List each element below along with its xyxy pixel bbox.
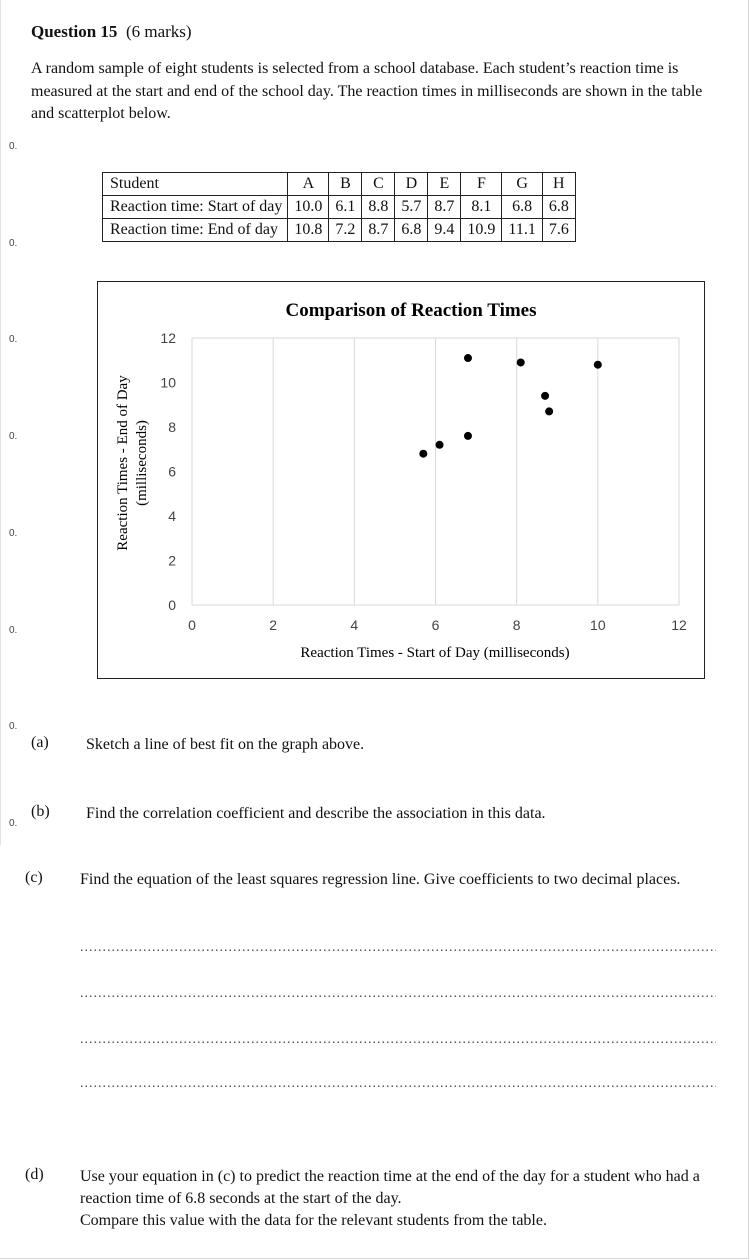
student-header: B: [328, 172, 363, 196]
data-point: [593, 360, 602, 369]
table-cell: 11.1: [501, 218, 543, 242]
data-point: [419, 449, 428, 458]
y-tick-label: 12: [160, 330, 176, 346]
data-point: [463, 354, 472, 363]
student-header: F: [460, 172, 503, 196]
data-point: [545, 407, 554, 416]
margin-marker: 0.: [9, 141, 18, 152]
margin-marker: 0.: [9, 818, 18, 829]
part-text: Find the equation of the least squares r…: [80, 871, 681, 888]
x-tick-label: 2: [269, 617, 277, 633]
y-tick-label: 2: [168, 553, 176, 569]
table-cell: 10.9: [460, 218, 503, 242]
chart-points: [419, 354, 602, 458]
part-letter: (b): [31, 803, 50, 820]
part-b: (b) Find the correlation coefficient and…: [31, 803, 721, 827]
part-letter: (d): [25, 1166, 44, 1183]
margin-marker: 0.: [9, 334, 18, 345]
answer-line[interactable]: ........................................…: [80, 987, 716, 1001]
data-point: [463, 431, 472, 440]
table-cell: 8.7: [361, 218, 396, 242]
y-axis-label-units: (milliseconds): [134, 420, 150, 506]
table-header-label: Student: [101, 172, 289, 196]
question-marks: (6 marks): [125, 22, 192, 41]
y-axis-label: Reaction Times - End of Day: [115, 375, 131, 551]
x-axis-label: Reaction Times - Start of Day (milliseco…: [300, 645, 569, 661]
table-cell: 6.1: [328, 195, 363, 219]
x-tick-label: 10: [590, 617, 606, 633]
answer-line[interactable]: ........................................…: [80, 941, 716, 955]
answer-line[interactable]: ........................................…: [80, 1077, 716, 1091]
table-cell: 9.4: [427, 218, 462, 242]
x-tick-label: 12: [671, 617, 687, 633]
data-point: [516, 358, 525, 367]
margin-divider: [0, 0, 1, 845]
student-header: D: [394, 172, 429, 196]
y-tick-label: 0: [168, 597, 176, 613]
table-cell: 6.8: [501, 195, 543, 219]
row-label: Reaction time: Start of day: [101, 195, 289, 219]
question-number: Question 15: [31, 22, 118, 41]
margin-marker: 0.: [9, 721, 18, 732]
student-header: E: [427, 172, 462, 196]
chart-title: Comparison of Reaction Times: [285, 300, 536, 321]
table-cell: 7.2: [328, 218, 363, 242]
table-cell: 6.8: [541, 195, 576, 219]
x-tick-label: 4: [350, 617, 358, 633]
table-cell: 6.8: [394, 218, 429, 242]
part-d: (d) Use your equation in (c) to predict …: [25, 1166, 720, 1236]
table-cell: 10.0: [287, 195, 330, 219]
data-point: [541, 391, 550, 400]
part-text: Find the correlation coefficient and des…: [86, 805, 546, 822]
answer-line[interactable]: ........................................…: [80, 1033, 716, 1047]
y-tick-label: 4: [168, 508, 176, 524]
x-tick-label: 8: [513, 617, 521, 633]
part-text: Sketch a line of best fit on the graph a…: [86, 736, 365, 753]
scatter-chart-svg: Comparison of Reaction Times 0 2 4 6 8 10 12 0 2…: [115, 300, 687, 661]
table-header-row: Student A B C D E F G H: [101, 172, 576, 196]
chart-grid: [191, 337, 680, 606]
row-label: Reaction time: End of day: [101, 218, 289, 242]
y-tick-label: 6: [168, 464, 176, 480]
margin-marker: 0.: [9, 431, 18, 442]
question-intro: A random sample of eight students is sel…: [31, 60, 703, 122]
table-cell: 8.7: [427, 195, 462, 219]
margin-marker: 0.: [9, 625, 18, 636]
x-tick-label: 6: [432, 617, 440, 633]
margin-marker: 0.: [9, 528, 18, 539]
student-header: H: [541, 172, 576, 196]
part-letter: (c): [25, 869, 43, 886]
margin-marker: 0.: [9, 238, 18, 249]
table-cell: 7.6: [541, 218, 576, 242]
table-row: Reaction time: Start of day 10.0 6.1 8.8…: [101, 195, 576, 219]
table-cell: 8.8: [361, 195, 396, 219]
y-tick-label: 8: [168, 419, 176, 435]
part-a: (a) Sketch a line of best fit on the gra…: [31, 734, 721, 758]
table-cell: 10.8: [287, 218, 330, 242]
table-cell: 8.1: [460, 195, 503, 219]
question-heading: Question 15 (6 marks): [31, 22, 192, 42]
student-header: G: [501, 172, 543, 196]
table-cell: 5.7: [394, 195, 429, 219]
y-tick-label: 10: [160, 375, 176, 391]
part-letter: (a): [31, 734, 49, 751]
data-point: [435, 440, 444, 449]
student-header: A: [287, 172, 330, 196]
table-row: Reaction time: End of day 10.8 7.2 8.7 6…: [101, 218, 576, 242]
scatter-chart: Comparison of Reaction Times 0 2 4 6 8 10 12 0 2…: [97, 281, 705, 679]
student-header: C: [361, 172, 396, 196]
x-tick-label: 0: [188, 617, 196, 633]
part-c: (c) Find the equation of the least squar…: [25, 869, 720, 917]
part-text: Use your equation in (c) to predict the …: [80, 1168, 700, 1207]
part-text-continued: Compare this value with the data for the…: [80, 1212, 547, 1229]
chart-ticks: 0 2 4 6 8 10 12 0 2 4 6 8 10 12: [160, 330, 687, 633]
reaction-times-table: Student A B C D E F G H Reaction time: S…: [101, 172, 576, 242]
